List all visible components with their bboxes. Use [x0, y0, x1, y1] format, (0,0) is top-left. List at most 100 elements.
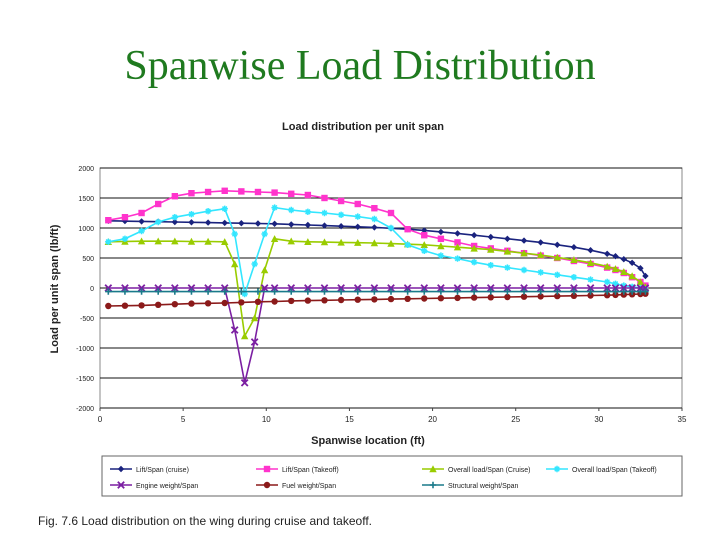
- data-point: [260, 284, 269, 292]
- data-point: [641, 284, 650, 292]
- data-point: [155, 218, 162, 226]
- data-point: [370, 284, 379, 292]
- data-point: [154, 237, 162, 245]
- data-point: [611, 284, 620, 292]
- data-point: [271, 204, 278, 211]
- data-point: [437, 284, 445, 292]
- data-point: [570, 256, 578, 263]
- data-point: [586, 284, 595, 292]
- data-point: [603, 284, 612, 292]
- data-point: [204, 208, 212, 215]
- data-point: [240, 332, 249, 340]
- x-tick-label: 20: [428, 415, 437, 424]
- series-line: [108, 237, 646, 339]
- data-point: [337, 223, 345, 230]
- series-group: [104, 187, 650, 387]
- data-point: [238, 299, 245, 306]
- data-point: [437, 295, 445, 302]
- data-point: [337, 197, 345, 205]
- y-tick-label: 0: [90, 286, 94, 293]
- chart-title: Load distribution per unit span: [282, 121, 444, 133]
- data-point: [250, 338, 259, 346]
- data-point: [187, 237, 196, 245]
- data-point: [121, 214, 129, 221]
- data-point: [321, 209, 328, 217]
- data-point: [586, 259, 595, 266]
- data-point: [612, 253, 619, 260]
- legend-marker: [117, 465, 125, 473]
- data-point: [251, 260, 258, 268]
- data-point: [171, 214, 179, 221]
- data-point: [620, 256, 627, 263]
- data-point: [537, 293, 544, 300]
- data-point: [204, 300, 212, 307]
- data-point: [171, 193, 179, 200]
- data-point: [470, 232, 478, 239]
- data-point: [536, 251, 545, 259]
- data-point: [354, 288, 361, 295]
- data-point: [570, 244, 578, 251]
- x-tick-label: 35: [678, 415, 687, 424]
- data-point: [204, 284, 212, 292]
- data-point: [288, 297, 295, 305]
- data-point: [250, 314, 259, 322]
- data-point: [371, 296, 378, 303]
- data-point: [520, 249, 528, 257]
- x-axis-title: Spanwise location (ft): [311, 435, 425, 447]
- x-tick-label: 25: [511, 415, 520, 424]
- data-point: [421, 247, 428, 254]
- data-point: [138, 218, 145, 225]
- data-point: [387, 224, 395, 232]
- data-point: [304, 208, 312, 215]
- legend-marker: [263, 465, 271, 473]
- data-point: [220, 284, 229, 292]
- x-tick-label: 5: [181, 415, 186, 424]
- data-point: [536, 284, 545, 292]
- data-point: [288, 288, 295, 295]
- data-point: [221, 187, 228, 194]
- data-point: [504, 264, 511, 271]
- data-point: [587, 276, 594, 283]
- axes: -2000 -1500 -1000 -500 0 500 1000 1500 2000 0 5 10 1…: [76, 166, 687, 424]
- data-point: [470, 284, 478, 292]
- data-point: [554, 292, 561, 300]
- figure-caption: Fig. 7.6 Load distribution on the wing d…: [38, 514, 372, 528]
- data-point: [387, 288, 395, 295]
- data-point: [603, 278, 611, 286]
- data-point: [520, 266, 528, 274]
- data-point: [304, 284, 312, 292]
- data-point: [537, 269, 544, 276]
- data-point: [337, 211, 345, 218]
- data-point: [230, 326, 239, 334]
- data-point: [288, 206, 295, 214]
- legend-box: [101, 455, 683, 497]
- data-point: [354, 200, 361, 208]
- legend-label: Lift/Span (cruise): [136, 467, 189, 474]
- data-point: [437, 228, 445, 236]
- data-point: [453, 243, 462, 251]
- data-point: [420, 241, 428, 248]
- data-point: [354, 239, 362, 246]
- data-point: [421, 295, 428, 302]
- data-point: [611, 265, 620, 272]
- data-point: [271, 220, 278, 227]
- y-tick-label: 1500: [78, 196, 94, 203]
- data-point: [537, 288, 544, 295]
- legend-label: Lift/Span (Takeoff): [282, 467, 339, 474]
- data-point: [371, 288, 378, 295]
- data-point: [403, 284, 412, 292]
- data-point: [570, 288, 578, 295]
- data-point: [353, 284, 362, 292]
- data-point: [155, 301, 162, 308]
- data-point: [387, 239, 395, 247]
- data-point: [241, 290, 248, 298]
- data-point: [105, 217, 112, 224]
- data-point: [238, 188, 245, 195]
- data-point: [155, 200, 162, 208]
- data-point: [504, 288, 511, 295]
- y-tick-label: 500: [82, 256, 94, 263]
- data-point: [437, 242, 445, 250]
- data-point: [337, 296, 345, 304]
- data-point: [628, 288, 636, 295]
- slide-title: Spanwise Load Distribution: [124, 43, 596, 89]
